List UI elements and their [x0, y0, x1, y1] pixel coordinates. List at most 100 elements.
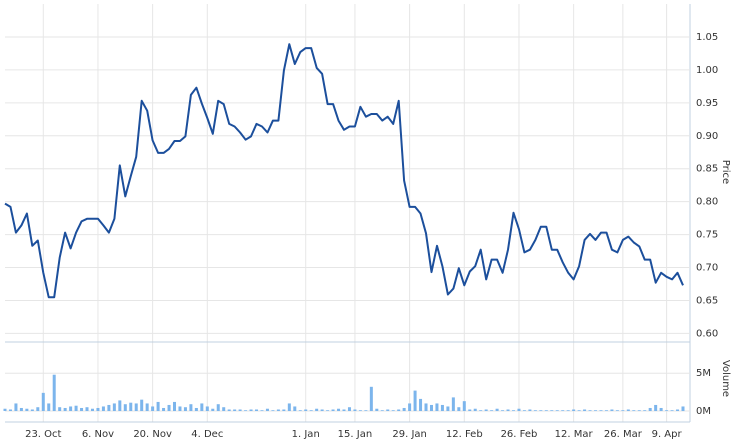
volume-bar: [681, 406, 685, 411]
volume-bar: [342, 409, 346, 411]
volume-bar: [572, 409, 576, 411]
volume-bar: [52, 374, 56, 411]
volume-bar: [397, 409, 401, 411]
volume-bar: [167, 404, 171, 411]
volume-bar: [626, 409, 630, 411]
volume-bar: [216, 404, 220, 411]
volume-bar: [25, 408, 29, 411]
volume-bar: [255, 409, 259, 411]
y-tick-label: 0M: [696, 406, 711, 417]
volume-bar: [490, 410, 494, 411]
volume-bar: [282, 409, 286, 411]
volume-bar: [533, 410, 537, 411]
volume-bar: [107, 404, 111, 411]
volume-bar: [112, 403, 116, 411]
volume-bar: [451, 397, 455, 411]
volume-bar: [429, 404, 433, 411]
volume-bar: [424, 403, 428, 411]
y-tick-label: 0.70: [696, 263, 718, 274]
volume-bar: [101, 406, 105, 411]
volume-bar: [577, 410, 581, 411]
volume-bar: [69, 406, 73, 411]
volume-bar: [183, 407, 187, 411]
volume-bar: [233, 409, 237, 411]
volume-bar: [298, 410, 302, 411]
volume-bar: [249, 409, 253, 411]
y-axis-title: Volume: [720, 360, 731, 397]
y-tick-label: 0.60: [696, 328, 718, 339]
volume-bar: [151, 406, 155, 411]
volume-bar: [419, 398, 423, 411]
volume-bar: [654, 404, 658, 411]
volume-bar: [479, 410, 483, 411]
volume-bar: [495, 408, 499, 411]
y-tick-label: 1.05: [696, 32, 718, 43]
y-tick-label: 0.95: [696, 98, 718, 109]
volume-bar: [544, 410, 548, 411]
volume-bar: [380, 410, 384, 411]
x-tick-label: 4. Dec: [191, 429, 223, 440]
volume-bar: [74, 405, 78, 411]
volume-bar: [347, 407, 351, 411]
volume-bar: [583, 409, 587, 411]
volume-bar: [539, 410, 543, 411]
volume-bar: [85, 407, 89, 411]
volume-bar: [80, 407, 84, 411]
x-tick-label: 29. Jan: [392, 429, 427, 440]
volume-bar: [588, 410, 592, 411]
volume-bar: [41, 392, 45, 411]
volume-bar: [473, 408, 477, 411]
volume-bar: [293, 406, 297, 411]
volume-bar: [320, 409, 324, 411]
y-tick-label: 0.80: [696, 197, 718, 208]
volume-bar: [304, 409, 308, 411]
volume-bar: [364, 410, 368, 411]
volume-bar: [615, 410, 619, 411]
volume-bar: [413, 390, 417, 411]
volume-bar: [260, 410, 264, 411]
x-tick-label: 6. Nov: [82, 429, 114, 440]
volume-bar: [3, 408, 7, 411]
volume-bar: [594, 410, 598, 411]
volume-bar: [276, 409, 280, 411]
volume-bar: [287, 403, 291, 411]
volume-bar: [178, 406, 182, 411]
volume-bar: [468, 409, 472, 411]
volume-bar: [637, 410, 641, 411]
volume-bar: [211, 408, 215, 411]
volume-bar: [402, 407, 406, 411]
volume-bar: [145, 403, 149, 411]
volume-bar: [337, 408, 341, 411]
volume-bar: [265, 408, 269, 411]
x-tick-label: 26. Mar: [604, 429, 643, 440]
volume-bar: [659, 407, 663, 411]
volume-bar: [484, 409, 488, 411]
volume-bar: [386, 409, 390, 411]
volume-bar: [550, 410, 554, 411]
volume-bar: [172, 401, 177, 411]
x-tick-label: 12. Feb: [446, 429, 483, 440]
volume-bar: [189, 404, 193, 411]
volume-bar: [194, 407, 198, 411]
price-line: [4, 43, 684, 299]
y-tick-label: 5M: [696, 368, 711, 379]
volume-bar: [528, 409, 532, 411]
volume-bar: [19, 407, 23, 411]
y-tick-label: 0.65: [696, 295, 718, 306]
volume-bar: [90, 408, 94, 411]
volume-bar: [162, 407, 166, 411]
volume-bar: [610, 409, 614, 411]
volume-bar: [47, 403, 51, 411]
volume-bar: [134, 403, 138, 411]
volume-bar: [632, 410, 636, 411]
x-tick-label: 23. Oct: [25, 429, 61, 440]
volume-bar: [643, 410, 647, 411]
volume-bar: [96, 407, 100, 411]
volume-bar: [462, 401, 466, 411]
volume-bar: [446, 406, 450, 411]
volume-bar: [315, 408, 319, 411]
volume-bar: [517, 408, 521, 411]
y-tick-label: 1.00: [696, 65, 718, 76]
